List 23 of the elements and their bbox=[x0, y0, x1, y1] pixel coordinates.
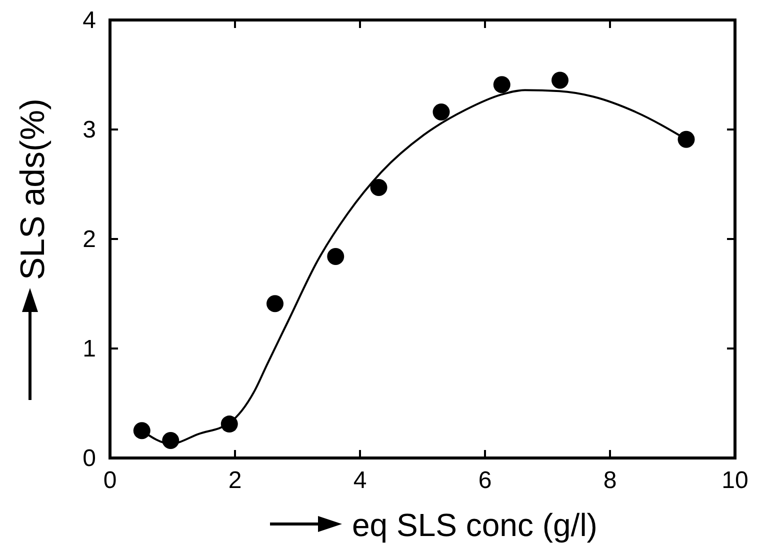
x-tick-label: 10 bbox=[722, 467, 748, 494]
x-axis-title: eq SLS conc (g/l) bbox=[352, 507, 598, 543]
point bbox=[266, 295, 284, 312]
x-tick-label: 4 bbox=[353, 467, 367, 494]
y-tick-label: 1 bbox=[82, 336, 96, 362]
y-axis-title: SLS ads(%) bbox=[14, 98, 52, 280]
point bbox=[162, 432, 180, 449]
x-tick-label: 0 bbox=[103, 467, 117, 494]
point bbox=[327, 248, 344, 266]
point bbox=[432, 103, 450, 120]
point bbox=[220, 416, 238, 433]
y-tick-label: 4 bbox=[82, 7, 96, 34]
x-tick-label: 6 bbox=[478, 467, 492, 494]
y-tick-label: 0 bbox=[82, 445, 96, 472]
point bbox=[678, 130, 695, 148]
point bbox=[370, 179, 388, 196]
y-tick-label: 3 bbox=[82, 116, 96, 144]
point bbox=[493, 76, 510, 94]
x-tick-label: 8 bbox=[603, 467, 617, 494]
x-tick-label: 2 bbox=[228, 467, 242, 494]
y-tick-label: 2 bbox=[82, 226, 96, 253]
point bbox=[133, 422, 150, 440]
point bbox=[552, 72, 568, 89]
